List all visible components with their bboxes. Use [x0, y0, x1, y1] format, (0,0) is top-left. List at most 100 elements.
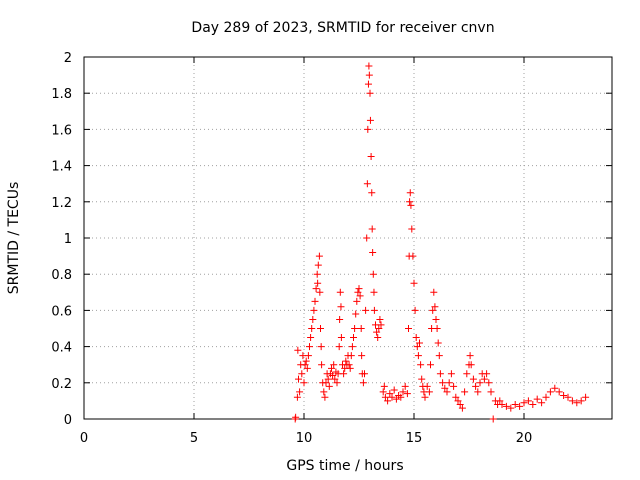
- x-axis-title: GPS time / hours: [286, 458, 403, 474]
- data-point: [353, 297, 361, 305]
- data-point: [452, 393, 460, 401]
- data-point: [366, 116, 374, 124]
- y-tick-label: 0: [64, 413, 72, 428]
- data-point: [365, 71, 373, 79]
- data-point: [560, 391, 568, 399]
- data-point: [380, 382, 388, 390]
- data-point: [364, 80, 372, 88]
- data-point: [364, 125, 372, 133]
- data-point: [335, 343, 343, 351]
- data-point: [311, 297, 319, 305]
- data-point: [351, 325, 359, 332]
- data-point: [331, 375, 339, 383]
- data-point: [418, 375, 426, 383]
- data-point: [348, 343, 356, 351]
- data-point: [350, 334, 357, 342]
- data-point: [361, 370, 368, 378]
- data-point: [352, 310, 360, 318]
- data-point: [412, 334, 420, 342]
- data-point: [333, 379, 341, 387]
- data-point: [439, 379, 447, 387]
- data-point: [483, 370, 491, 378]
- data-point: [434, 339, 442, 347]
- data-point: [390, 386, 398, 394]
- data-point: [392, 395, 400, 403]
- data-point: [357, 325, 365, 332]
- data-point: [312, 285, 320, 293]
- data-point: [399, 388, 407, 396]
- data-point: [467, 361, 475, 369]
- data-point: [317, 325, 324, 332]
- data-point: [516, 402, 524, 410]
- data-point: [355, 285, 363, 293]
- data-point: [379, 388, 387, 396]
- data-point: [511, 401, 519, 409]
- data-point: [463, 370, 471, 378]
- data-point: [458, 404, 466, 412]
- data-point: [421, 393, 429, 401]
- data-point: [406, 198, 414, 206]
- y-tick-label: 1: [64, 232, 72, 247]
- data-point: [414, 352, 422, 360]
- data-point: [431, 303, 439, 311]
- data-point: [397, 393, 405, 401]
- data-point: [322, 379, 330, 387]
- data-point: [367, 153, 375, 161]
- data-point: [507, 404, 515, 412]
- data-point: [502, 402, 510, 410]
- data-point: [307, 334, 315, 342]
- data-point: [369, 270, 377, 278]
- data-point: [577, 397, 585, 405]
- data-point: [551, 384, 559, 392]
- data-point: [365, 62, 373, 70]
- data-point: [375, 325, 383, 332]
- data-point: [538, 399, 546, 407]
- data-point: [388, 393, 396, 401]
- data-point: [321, 393, 329, 401]
- data-point: [403, 390, 411, 398]
- data-point: [454, 397, 462, 405]
- data-point: [409, 252, 417, 260]
- data-point: [487, 388, 495, 396]
- x-tick-label: 5: [190, 431, 198, 446]
- data-point: [292, 413, 300, 421]
- data-point: [358, 352, 366, 360]
- data-points: [291, 62, 590, 423]
- data-point: [303, 364, 311, 372]
- data-point: [489, 415, 497, 423]
- x-tick-label: 15: [406, 431, 423, 446]
- data-point: [304, 352, 312, 360]
- data-point: [401, 382, 409, 390]
- data-point: [317, 343, 325, 351]
- data-point: [407, 201, 415, 209]
- y-tick-label: 0.8: [51, 268, 72, 283]
- data-point: [376, 315, 384, 323]
- data-point: [568, 397, 576, 405]
- y-tick-label: 1.4: [51, 160, 72, 175]
- data-point: [456, 401, 464, 409]
- data-point: [582, 393, 590, 401]
- data-point: [370, 306, 378, 314]
- data-point: [374, 334, 382, 342]
- data-point: [416, 339, 423, 347]
- data-point: [293, 393, 301, 401]
- data-point: [425, 388, 433, 396]
- data-point: [524, 397, 532, 405]
- data-point: [370, 288, 378, 296]
- data-point: [555, 388, 563, 396]
- data-point: [337, 334, 345, 342]
- data-point: [427, 361, 434, 369]
- data-point: [411, 306, 419, 314]
- data-point: [386, 390, 394, 398]
- data-point: [330, 361, 338, 369]
- data-point: [533, 395, 541, 403]
- data-point: [408, 225, 416, 233]
- data-point: [410, 279, 418, 287]
- data-point: [485, 379, 493, 387]
- data-point: [314, 261, 322, 269]
- data-point: [476, 379, 484, 387]
- chart-title: Day 289 of 2023, SRMTID for receiver cnv…: [191, 20, 494, 36]
- data-point: [430, 288, 438, 296]
- data-point: [368, 225, 376, 233]
- data-point: [546, 388, 554, 396]
